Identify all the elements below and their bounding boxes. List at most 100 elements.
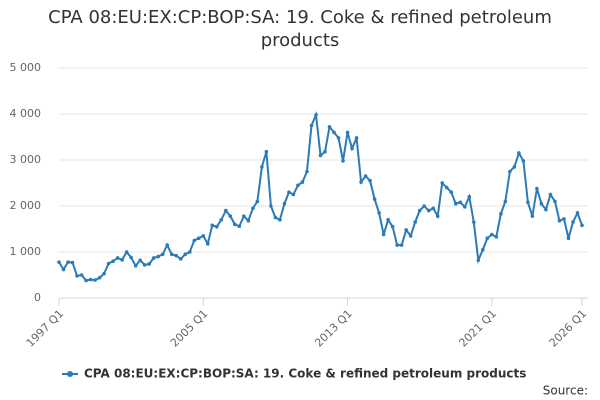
series-line bbox=[58, 111, 583, 282]
point bbox=[363, 174, 368, 178]
point bbox=[278, 218, 282, 222]
point bbox=[75, 274, 79, 278]
y-tick-label: 2 000 bbox=[10, 199, 42, 212]
point bbox=[359, 180, 363, 184]
y-tick-label: 3 000 bbox=[10, 153, 42, 166]
point bbox=[417, 208, 422, 213]
point bbox=[70, 260, 75, 265]
point bbox=[372, 197, 377, 201]
y-tick-label: 5 000 bbox=[10, 61, 42, 74]
point bbox=[467, 195, 472, 199]
point bbox=[453, 201, 458, 206]
point bbox=[120, 258, 124, 262]
point bbox=[571, 220, 575, 224]
point bbox=[138, 258, 142, 263]
chart-title: CPA 08:EU:EX:CP:BOP:SA: 19. Coke & refin… bbox=[48, 7, 552, 51]
point bbox=[97, 275, 102, 280]
point bbox=[251, 206, 255, 211]
point bbox=[210, 223, 215, 228]
point bbox=[494, 235, 499, 239]
point bbox=[508, 169, 512, 174]
point bbox=[471, 220, 476, 224]
point bbox=[435, 214, 440, 218]
point bbox=[228, 214, 233, 218]
point bbox=[318, 153, 323, 158]
point bbox=[404, 228, 408, 232]
point bbox=[399, 243, 404, 247]
point bbox=[106, 261, 111, 266]
point bbox=[413, 220, 417, 224]
point bbox=[395, 243, 399, 247]
point bbox=[476, 258, 481, 263]
point bbox=[84, 278, 88, 283]
point bbox=[350, 146, 354, 151]
point bbox=[233, 222, 237, 227]
point bbox=[178, 257, 183, 261]
point bbox=[539, 201, 544, 206]
point bbox=[544, 207, 548, 212]
point bbox=[431, 206, 436, 211]
x-tick-label: 2021 Q1 bbox=[457, 307, 500, 350]
point bbox=[61, 267, 66, 272]
x-tick-label: 1997 Q1 bbox=[24, 307, 67, 350]
point bbox=[296, 183, 300, 188]
point bbox=[160, 252, 165, 257]
point bbox=[201, 234, 206, 238]
point bbox=[115, 256, 120, 260]
point bbox=[147, 262, 151, 266]
point bbox=[269, 204, 273, 208]
point bbox=[580, 223, 584, 228]
point bbox=[530, 214, 535, 218]
point bbox=[111, 259, 115, 264]
point bbox=[557, 218, 562, 223]
point bbox=[246, 218, 251, 223]
point bbox=[386, 218, 390, 222]
point bbox=[314, 113, 318, 117]
point bbox=[57, 260, 61, 264]
point bbox=[553, 199, 557, 204]
point bbox=[192, 238, 197, 243]
point bbox=[88, 277, 93, 282]
x-tick-label: 2013 Q1 bbox=[312, 307, 355, 350]
point bbox=[273, 215, 278, 220]
point bbox=[129, 255, 133, 260]
point bbox=[124, 250, 129, 254]
point bbox=[93, 278, 97, 282]
point bbox=[300, 180, 305, 184]
point bbox=[440, 181, 445, 185]
point bbox=[341, 159, 345, 163]
point bbox=[444, 185, 449, 190]
point bbox=[224, 208, 228, 213]
point bbox=[142, 263, 147, 267]
point bbox=[309, 123, 314, 128]
y-tick-label: 1 000 bbox=[10, 245, 42, 258]
point bbox=[354, 136, 359, 140]
point bbox=[151, 256, 156, 260]
point bbox=[521, 159, 526, 163]
point bbox=[205, 241, 210, 246]
point bbox=[422, 204, 426, 208]
point bbox=[282, 201, 287, 206]
point bbox=[485, 236, 490, 240]
point bbox=[512, 165, 517, 169]
point bbox=[291, 192, 296, 197]
point bbox=[79, 273, 84, 277]
point bbox=[102, 271, 106, 276]
point bbox=[327, 125, 332, 129]
point bbox=[548, 192, 553, 197]
point bbox=[242, 214, 246, 218]
point bbox=[264, 149, 269, 154]
point bbox=[562, 217, 566, 221]
point bbox=[183, 252, 188, 257]
legend-marker bbox=[67, 371, 73, 377]
source-label: Source: bbox=[543, 384, 588, 398]
point bbox=[426, 208, 431, 213]
point bbox=[566, 236, 571, 240]
point bbox=[449, 190, 454, 194]
point bbox=[237, 224, 242, 229]
point bbox=[174, 253, 179, 258]
point bbox=[481, 247, 485, 252]
point bbox=[462, 205, 467, 209]
